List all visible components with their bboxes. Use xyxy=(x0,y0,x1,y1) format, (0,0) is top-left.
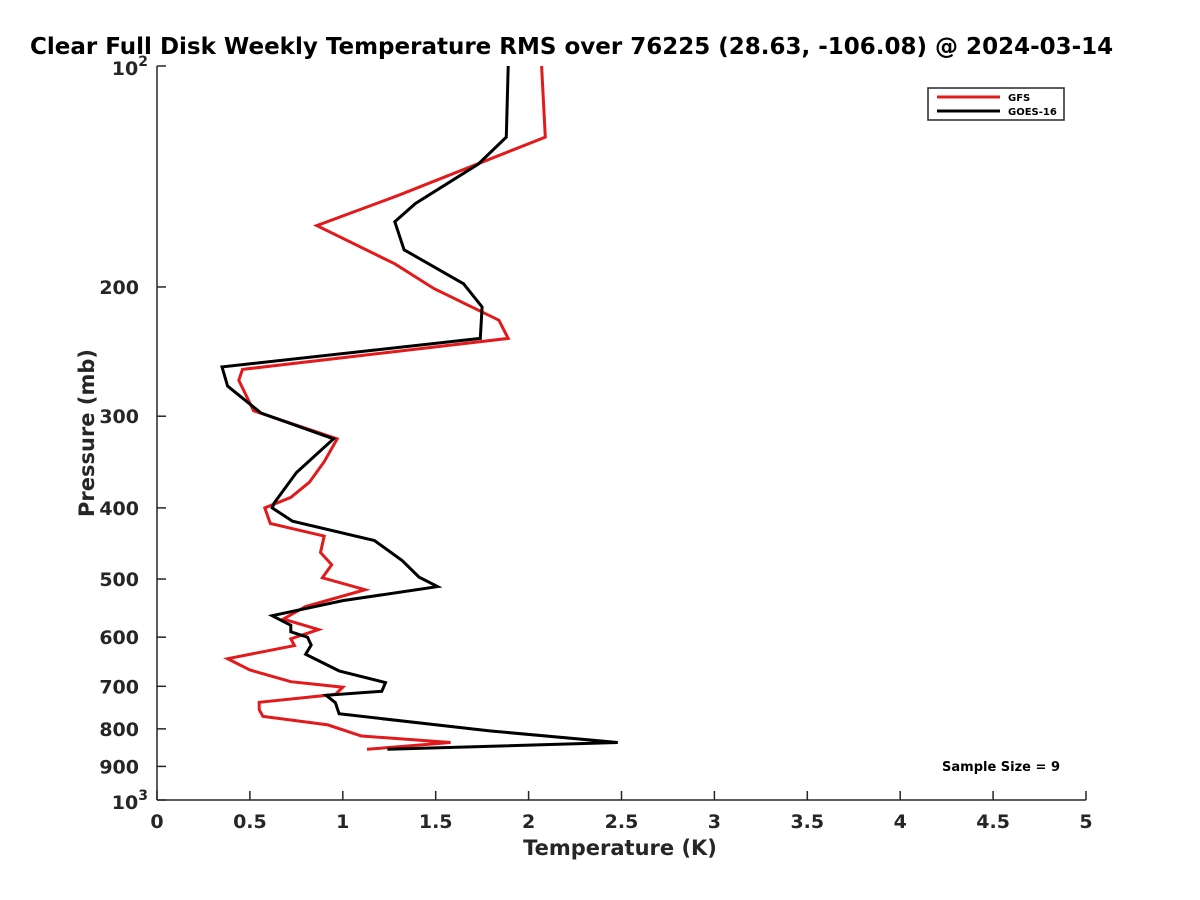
legend: GFS GOES-16 xyxy=(927,87,1065,121)
x-tick-label: 3 xyxy=(708,811,721,833)
y-tick-label: 300 xyxy=(99,406,139,428)
y-tick-label: 800 xyxy=(99,719,139,741)
chart-title: Clear Full Disk Weekly Temperature RMS o… xyxy=(30,34,1113,60)
x-axis-label: Temperature (K) xyxy=(523,836,717,860)
series-line-gfs xyxy=(223,65,547,751)
series-line-goes-16 xyxy=(220,65,618,751)
x-tick-label: 3.5 xyxy=(790,811,824,833)
y-tick-label: 600 xyxy=(99,627,139,649)
legend-box xyxy=(927,87,1065,121)
y-tick-label: 900 xyxy=(99,756,139,778)
y-tick-label: 700 xyxy=(99,676,139,698)
x-tick-label: 4 xyxy=(894,811,907,833)
legend-label: GOES-16 xyxy=(1008,107,1057,118)
x-tick-label: 2 xyxy=(522,811,535,833)
y-tick-label: 400 xyxy=(99,498,139,520)
x-tick-label: 1 xyxy=(336,811,349,833)
axes xyxy=(156,65,1087,801)
legend-label: GFS xyxy=(1008,93,1030,104)
x-tick-label: 2.5 xyxy=(605,811,639,833)
series-lines xyxy=(220,65,618,751)
y-tick-label: 200 xyxy=(99,277,139,299)
x-tick-label: 5 xyxy=(1079,811,1092,833)
x-tick-label: 0 xyxy=(150,811,163,833)
y-tick-label-exponent: 103 xyxy=(112,788,148,814)
y-tick-label-exponent: 102 xyxy=(112,54,148,80)
tick-labels: 0 0.5 1 1.5 2 2.5 3 3.5 4 4.5 5 200 300 400 500 600 700 8… xyxy=(99,54,1092,833)
x-tick-label: 4.5 xyxy=(976,811,1010,833)
x-tick-label: 1.5 xyxy=(419,811,453,833)
y-tick-label: 500 xyxy=(99,569,139,591)
x-tick-label: 0.5 xyxy=(233,811,267,833)
sample-size-annotation: Sample Size = 9 xyxy=(942,760,1060,775)
y-axis-label: Pressure (mb) xyxy=(75,349,99,517)
